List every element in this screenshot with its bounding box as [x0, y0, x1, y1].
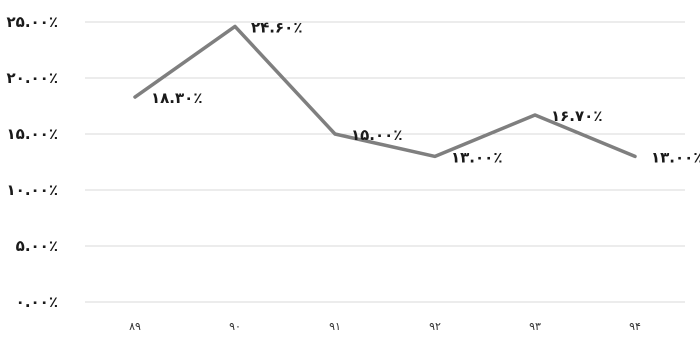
data-label: ۱۳.۰۰٪ [451, 148, 502, 166]
data-label: ۱۸.۳۰٪ [151, 89, 202, 107]
x-tick-label: ۹۱ [329, 320, 341, 333]
y-tick-label: ۱۰.۰۰٪ [7, 181, 58, 199]
y-axis-tick-labels: ۰.۰۰٪ ۵.۰۰٪ ۱۰.۰۰٪ ۱۵.۰۰٪ ۲۰.۰۰٪ ۲۵.۰۰٪ [7, 13, 58, 311]
y-tick-label: ۲۵.۰۰٪ [7, 13, 58, 31]
y-tick-label: ۰.۰۰٪ [16, 293, 58, 311]
y-tick-label: ۲۰.۰۰٪ [7, 69, 58, 87]
x-tick-label: ۸۹ [129, 320, 141, 333]
data-label: ۱۳.۰۰٪ [651, 148, 700, 166]
y-tick-label: ۱۵.۰۰٪ [7, 125, 58, 143]
gridlines [85, 21, 685, 303]
x-tick-label: ۹۰ [229, 320, 241, 333]
y-tick-label: ۵.۰۰٪ [16, 237, 58, 255]
data-labels: ۱۸.۳۰٪ ۲۴.۶۰٪ ۱۵.۰۰٪ ۱۳.۰۰٪ ۱۶.۷۰٪ ۱۳.۰۰٪ [151, 18, 700, 166]
x-tick-label: ۹۴ [629, 320, 641, 333]
data-label: ۱۵.۰۰٪ [351, 126, 402, 144]
data-label: ۱۶.۷۰٪ [551, 107, 602, 125]
series-line-group [133, 24, 637, 159]
series-line [133, 24, 637, 159]
x-axis-tick-labels: ۸۹ ۹۰ ۹۱ ۹۲ ۹۳ ۹۴ [129, 320, 641, 333]
data-label: ۲۴.۶۰٪ [251, 18, 302, 36]
x-tick-label: ۹۲ [429, 320, 441, 333]
x-tick-label: ۹۳ [529, 320, 541, 333]
